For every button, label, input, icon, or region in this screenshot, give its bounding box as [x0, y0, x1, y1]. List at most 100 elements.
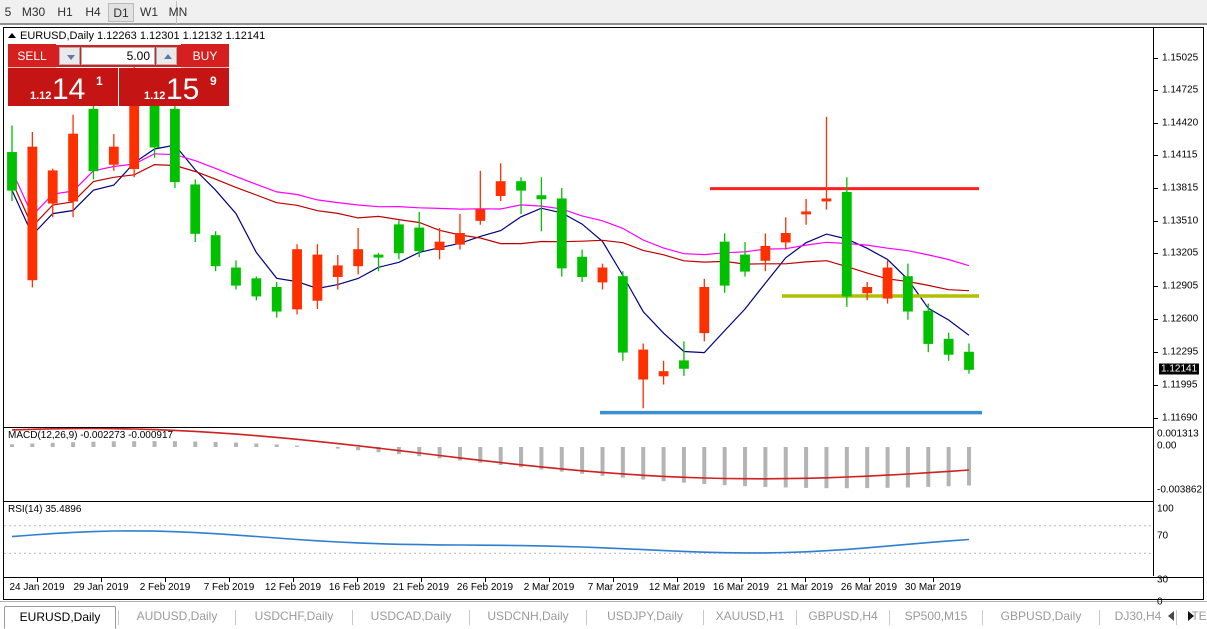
time-axis-label: 7 Mar 2019 [587, 582, 639, 593]
chart-tab-tech100-h1[interactable]: TECH100,H1 [1191, 609, 1207, 623]
candlestick [373, 252, 384, 272]
time-axis-tick [421, 578, 422, 582]
candlestick [821, 116, 832, 210]
macd-axis-label: -0.003862 [1157, 484, 1203, 496]
collapse-triangle-icon[interactable] [8, 33, 16, 38]
candlestick [923, 303, 934, 353]
timeframe-toolbar: 5 M30 H1 H4 D1 W1 MN [0, 0, 1207, 25]
moving-average-line [11, 144, 970, 354]
timeframe-button-5[interactable]: 5 [4, 5, 12, 19]
timeframe-button-d1[interactable]: D1 [108, 3, 134, 22]
candlestick [699, 278, 710, 342]
candlestick [964, 343, 974, 374]
chart-tab-usdjpy-daily[interactable]: USDJPY,Daily [607, 609, 683, 623]
tab-scroll-right-icon[interactable] [1188, 611, 1194, 621]
volume-control[interactable]: 5.00 [56, 45, 181, 67]
tab-separator [586, 610, 587, 625]
volume-input[interactable]: 5.00 [81, 47, 155, 65]
candlestick [882, 260, 893, 304]
time-axis-tick [357, 578, 358, 582]
time-axis-label: 2 Feb 2019 [139, 582, 191, 593]
chart-tab-xauusd-h1[interactable]: XAUUSD,H1 [715, 609, 785, 623]
rsi-axis-label: 70 [1157, 530, 1169, 542]
chart-window[interactable]: EURUSD,Daily 1.12263 1.12301 1.12132 1.1… [3, 27, 1204, 608]
time-axis-label: 29 Jan 2019 [73, 582, 129, 593]
candlestick [47, 168, 58, 218]
chart-tab-gbpusd-h4[interactable]: GBPUSD,H4 [808, 609, 878, 623]
time-axis-label: 12 Mar 2019 [648, 582, 706, 593]
buy-price-fraction: 9 [210, 74, 217, 88]
time-axis-label: 30 Mar 2019 [904, 582, 962, 593]
time-axis-tick [165, 578, 166, 582]
price-axis-label: 1.12600 [1162, 313, 1199, 325]
buy-button-label[interactable]: BUY [181, 44, 229, 68]
candlestick [455, 213, 465, 250]
macd-pane[interactable]: MACD(12,26,9) -0.002273 -0.000917 [4, 427, 1203, 501]
price-axis-label: 1.13815 [1162, 182, 1199, 194]
price-axis-tick [1154, 90, 1158, 91]
tab-scroll-left-icon[interactable] [1168, 611, 1174, 621]
price-axis[interactable]: 1.15025 1.14725 1.14420 1.14115 1.13815 1.135… [1153, 28, 1203, 608]
price-axis-tick [1154, 188, 1158, 189]
candlestick [943, 332, 954, 361]
one-click-trading-panel[interactable]: SELL 5.00 BUY 1.12 14 1 1.12 15 9 [8, 44, 229, 106]
price-axis-tick [1154, 385, 1158, 386]
timeframe-button-m30[interactable]: M30 [21, 5, 46, 19]
timeframe-button-h1[interactable]: H1 [57, 5, 73, 19]
candlestick [719, 233, 730, 293]
sell-price-button[interactable]: 1.12 14 1 [8, 68, 118, 106]
price-axis-tick [1154, 286, 1158, 287]
tab-separator [889, 610, 890, 625]
chart-tab-usdcnh-daily[interactable]: USDCNH,Daily [487, 609, 569, 623]
price-axis-label: 1.12905 [1162, 280, 1199, 292]
chart-header: EURUSD,Daily 1.12263 1.12301 1.12132 1.1… [8, 30, 265, 42]
tab-separator [352, 610, 353, 625]
candlestick [801, 198, 812, 225]
timeframe-button-h4[interactable]: H4 [85, 5, 101, 19]
time-axis-label: 2 Mar 2019 [523, 582, 575, 593]
volume-increase-button[interactable] [156, 47, 177, 65]
chart-tab-usdcad-daily[interactable]: USDCAD,Daily [370, 609, 452, 623]
price-axis-tick [1154, 319, 1158, 320]
sell-price-prefix: 1.12 [30, 90, 52, 102]
macd-caption: MACD(12,26,9) -0.002273 -0.000917 [8, 430, 174, 441]
tab-separator [1099, 610, 1100, 625]
candlestick [231, 260, 241, 290]
sell-button-label[interactable]: SELL [8, 44, 56, 68]
candlestick [536, 177, 547, 232]
price-axis-label: 1.13510 [1162, 215, 1199, 227]
timeframe-button-w1[interactable]: W1 [140, 5, 158, 19]
chart-tab-bar[interactable]: EURUSD,Daily AUDUSD,Daily USDCHF,Daily USDC… [0, 601, 1207, 629]
chart-tab-sp500-m15[interactable]: SP500,M15 [904, 609, 968, 623]
price-axis-label: 1.14725 [1162, 84, 1199, 96]
time-axis-label: 24 Jan 2019 [9, 582, 65, 593]
candlestick [190, 179, 201, 243]
timeframe-button-mn[interactable]: MN [168, 5, 188, 19]
time-axis-tick [933, 578, 934, 582]
chart-tab-audusd-daily[interactable]: AUDUSD,Daily [136, 609, 218, 623]
candlestick [434, 228, 445, 260]
candlestick [312, 244, 323, 309]
rsi-axis-label: 30 [1157, 574, 1169, 586]
candlestick [556, 188, 567, 277]
time-axis-tick [549, 578, 550, 582]
price-axis-label: 1.14115 [1162, 149, 1198, 161]
time-axis-label: 7 Feb 2019 [203, 582, 255, 593]
candlestick [27, 131, 38, 288]
time-axis-label: 16 Mar 2019 [712, 582, 770, 593]
chart-tab-eurusd-daily[interactable]: EURUSD,Daily [4, 606, 116, 629]
rsi-pane[interactable]: RSI(14) 35.4896 [4, 501, 1203, 577]
buy-price-button[interactable]: 1.12 15 9 [119, 68, 229, 106]
candlestick [760, 233, 771, 272]
candlestick [271, 281, 282, 318]
candlestick [617, 271, 628, 361]
price-chart-pane[interactable] [4, 28, 1203, 426]
moving-average-line [11, 163, 970, 292]
time-axis-tick [229, 578, 230, 582]
volume-decrease-button[interactable] [59, 47, 80, 65]
chart-tab-dj30-h4[interactable]: DJ30,H4 [1114, 609, 1162, 623]
price-axis-tick [1154, 418, 1158, 419]
macd-signal-line [11, 428, 970, 480]
chart-tab-usdchf-daily[interactable]: USDCHF,Daily [254, 609, 334, 623]
chart-tab-gbpusd-daily[interactable]: GBPUSD,Daily [1000, 609, 1082, 623]
